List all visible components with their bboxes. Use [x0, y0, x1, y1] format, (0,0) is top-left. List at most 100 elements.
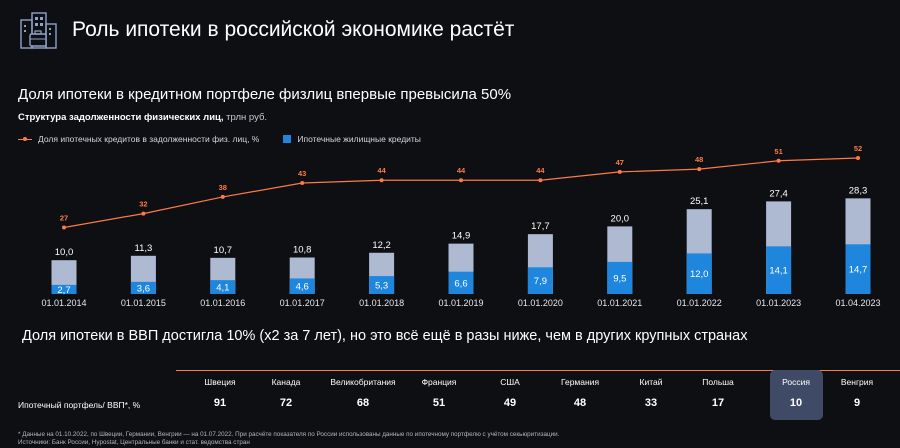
label-mortgage-7: 9,5	[613, 273, 626, 284]
label-total-4: 12,2	[372, 240, 391, 251]
share-label-7: 47	[616, 158, 624, 167]
share-label-1: 32	[139, 200, 147, 209]
share-point-0	[62, 225, 66, 230]
gdp-table: Ипотечный портфель/ ВВП*, % Швеция 91 Кана…	[0, 370, 900, 422]
russia-highlight	[770, 370, 823, 420]
table-top-line	[176, 370, 900, 371]
share-label-0: 27	[60, 214, 68, 223]
label-total-0: 10,0	[55, 247, 74, 258]
tick-label-0: 01.01.2014	[41, 298, 86, 308]
legend-line-label: Доля ипотечных кредитов в задолженности …	[38, 134, 260, 144]
bar-mortgage-10	[845, 244, 871, 294]
label-mortgage-5: 6,6	[454, 278, 467, 289]
share-point-3	[300, 181, 305, 186]
logo-icon	[20, 12, 57, 49]
country-value: 48	[573, 397, 587, 409]
country-value: 72	[279, 397, 293, 409]
country-name: Франция	[421, 377, 457, 387]
country-name: Венгрия	[840, 377, 874, 387]
label-total-8: 25,1	[690, 196, 709, 207]
share-point-8	[697, 167, 702, 172]
bar-mortgage-2	[210, 280, 236, 294]
label-mortgage-4: 5,3	[375, 281, 388, 292]
legend-bar-swatch-icon	[283, 135, 292, 143]
chart-subtitle-bold: Структура задолженности физических лиц,	[18, 112, 224, 123]
label-total-5: 14,9	[452, 231, 471, 242]
chart-subtitle: Структура задолженности физических лиц, …	[18, 112, 267, 123]
label-mortgage-3: 4,6	[296, 282, 309, 293]
label-mortgage-1: 3,6	[137, 283, 150, 294]
country-value: 91	[213, 397, 227, 409]
section2-heading: Доля ипотеки в ВВП достигла 10% (х2 за 7…	[22, 328, 748, 344]
tick-label-1: 01.01.2015	[121, 298, 166, 308]
share-label-8: 48	[695, 155, 703, 164]
label-mortgage-8: 12,0	[690, 269, 709, 280]
country-value: 51	[432, 397, 446, 409]
tick-label-4: 01.01.2018	[359, 298, 404, 308]
share-label-5: 44	[457, 166, 466, 175]
bar-mortgage-5	[448, 271, 474, 294]
share-point-2	[220, 194, 225, 199]
bar-mortgage-1	[130, 281, 156, 294]
tick-label-2: 01.01.2016	[200, 298, 245, 308]
bar-mortgage-0	[51, 284, 77, 294]
sources: Источники: Банк России, Hypostat, Центра…	[18, 439, 250, 446]
share-point-10	[856, 156, 860, 160]
country-name: Канада	[271, 377, 301, 387]
share-point-6	[538, 178, 543, 183]
label-mortgage-6: 7,9	[534, 276, 547, 287]
country-name: Польша	[702, 377, 734, 387]
mortgage-chart: 2,7 10,0 01.01.2014 3,6 11,3 01.01.2015 4,1 10,…	[41, 144, 880, 308]
label-total-10: 28,3	[849, 185, 868, 196]
label-mortgage-0: 2,7	[57, 285, 70, 296]
chart-subtitle-unit: трлн руб.	[223, 112, 268, 123]
country-name: США	[500, 377, 520, 387]
section1-heading: Доля ипотеки в кредитном портфеле физлиц…	[18, 86, 512, 103]
bar-mortgage-3	[289, 278, 315, 294]
chart-legend: Доля ипотечных кредитов в задолженности …	[18, 134, 421, 144]
share-point-7	[617, 169, 622, 174]
label-total-1: 11,3	[135, 243, 153, 254]
footnote: * Данные на 01.10.2022, по Швеции, Герма…	[18, 431, 560, 438]
tick-label-8: 01.01.2022	[677, 298, 722, 308]
label-total-9: 27,4	[769, 188, 788, 199]
share-label-3: 43	[298, 169, 306, 178]
legend-bar-label: Ипотечные жилищные кредиты	[297, 134, 421, 144]
label-mortgage-9: 14,1	[769, 266, 788, 277]
label-total-7: 20,0	[611, 213, 630, 224]
country-name: Китай	[639, 377, 663, 387]
label-total-6: 17,7	[531, 221, 550, 232]
label-total-3: 10,8	[293, 244, 312, 255]
country-value: 33	[644, 397, 658, 409]
share-point-5	[459, 178, 463, 183]
country-name: Германия	[560, 377, 600, 387]
country-name: Швеция	[204, 377, 236, 387]
bar-mortgage-6	[527, 267, 553, 294]
tick-label-9: 01.01.2023	[756, 298, 801, 308]
tick-label-3: 01.01.2017	[280, 298, 325, 308]
share-label-2: 38	[219, 183, 227, 192]
tick-label-10: 01.04.2023	[835, 298, 880, 308]
label-mortgage-2: 4,1	[216, 283, 229, 294]
country-value: 9	[853, 397, 861, 409]
share-point-1	[141, 211, 146, 216]
bar-mortgage-7	[607, 261, 633, 294]
tick-label-5: 01.01.2019	[438, 298, 483, 308]
legend-line-marker-icon	[18, 135, 32, 143]
share-point-4	[379, 178, 384, 183]
share-label-6: 44	[536, 166, 545, 175]
country-name: Великобритания	[330, 377, 396, 387]
bar-mortgage-8	[686, 253, 712, 294]
bar-mortgage-4	[369, 276, 395, 294]
country-value: 49	[503, 397, 517, 409]
country-value: 17	[711, 397, 725, 409]
country-value: 68	[356, 397, 370, 409]
table-row-label: Ипотечный портфель/ ВВП*, %	[18, 400, 141, 410]
bar-mortgage-9	[766, 246, 792, 294]
country-value: 10	[789, 397, 803, 409]
country-name: Россия	[782, 377, 810, 387]
share-point-9	[776, 158, 781, 163]
share-label-9: 51	[774, 147, 782, 156]
label-total-2: 10,7	[214, 245, 233, 256]
share-label-10: 52	[854, 144, 862, 153]
